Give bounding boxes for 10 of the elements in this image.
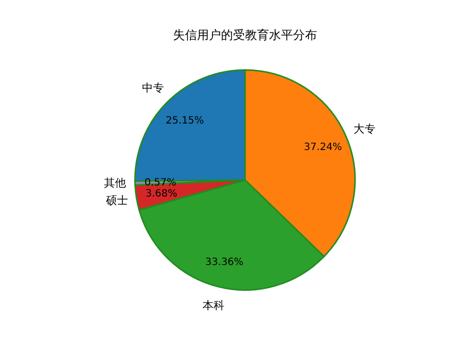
- slice-label: 中专: [142, 82, 164, 95]
- slice-label: 硕士: [104, 194, 128, 207]
- slice-label: 本科: [202, 298, 224, 312]
- chart-title: 失信用户的受教育水平分布: [173, 28, 317, 42]
- data-label: 37.24%: [304, 142, 342, 153]
- slice-label: 其他: [104, 176, 126, 190]
- data-label: 25.15%: [166, 115, 204, 126]
- data-label: 3.68%: [146, 188, 178, 200]
- slice-label: 大专: [354, 122, 376, 136]
- data-label: 33.36%: [205, 257, 244, 268]
